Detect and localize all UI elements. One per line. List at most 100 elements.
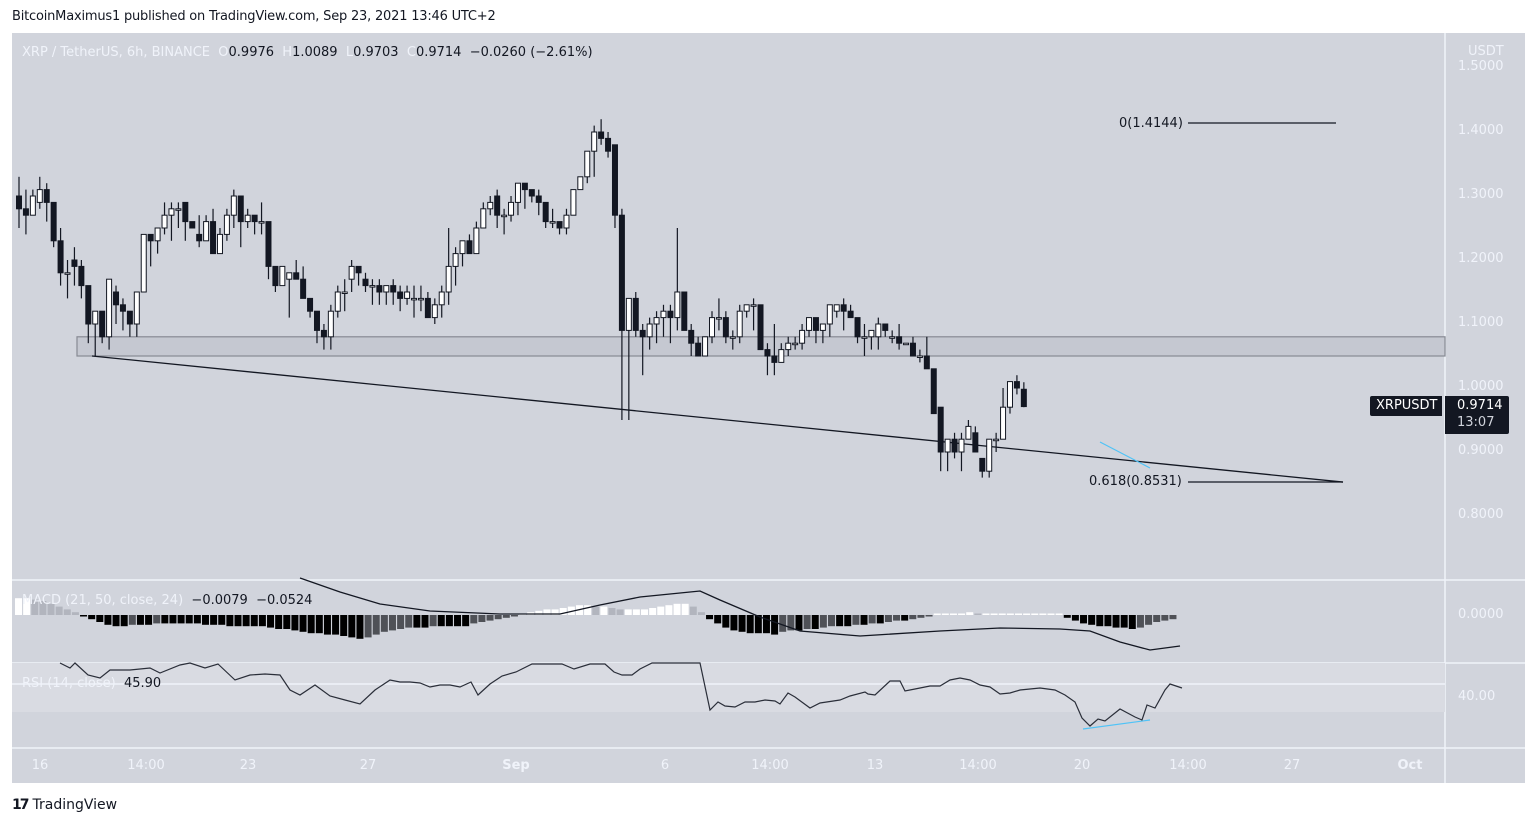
candle-down [119, 304, 126, 312]
candle-down [265, 221, 272, 267]
candle-up [501, 214, 508, 218]
time-tick: 16 [31, 758, 49, 773]
candle-down [293, 272, 300, 280]
macd-histogram-bar [258, 615, 266, 627]
candle-up [563, 214, 570, 229]
candle-up [404, 291, 411, 299]
macd-histogram-bar [291, 615, 299, 631]
candle-down [951, 438, 958, 453]
macd-histogram-bar [250, 615, 258, 627]
candle-up [743, 304, 750, 312]
macd-histogram-bar [673, 603, 681, 615]
last-price-badge: 0.9714 13:07 [1445, 396, 1509, 434]
macd-histogram-bar [332, 615, 340, 635]
macd-histogram-bar [1161, 615, 1169, 621]
candle-up [452, 253, 459, 267]
candle-down [681, 291, 688, 331]
macd-histogram-bar [15, 598, 22, 615]
candle-down [854, 317, 861, 338]
candle-up [958, 438, 965, 453]
macd-histogram-bar [982, 613, 990, 615]
last-price-symbol-badge: XRPUSDT [1370, 396, 1442, 416]
price-tick: 0.8000 [1458, 507, 1504, 522]
candle-down [972, 432, 979, 453]
macd-histogram-bar [836, 615, 844, 627]
macd-histogram-bar [315, 615, 323, 634]
macd-histogram-bar [112, 615, 120, 627]
candle-up [660, 310, 667, 319]
candle-down [937, 406, 944, 453]
macd-histogram-bar [283, 615, 291, 629]
macd-histogram-bar [600, 606, 608, 615]
macd-histogram-bar [397, 615, 405, 629]
candle-down [466, 240, 473, 255]
macd-histogram-bar [494, 615, 502, 620]
candle-down [99, 310, 106, 338]
macd-label: MACD (21, 50, close, 24) [22, 593, 184, 608]
macd-histogram-bar [299, 615, 307, 632]
candle-up [175, 208, 182, 211]
candle-up [806, 317, 813, 331]
macd-histogram-bar [697, 612, 705, 615]
price-tick: 1.0000 [1458, 379, 1504, 394]
macd-axis-tick: 0.0000 [1458, 607, 1504, 622]
candle-down [979, 457, 986, 472]
high-value: 1.0089 [292, 45, 338, 60]
candle-down [320, 329, 327, 338]
rsi-legend[interactable]: RSI (14, close) 45.90 [22, 676, 161, 691]
macd-histogram-bar [811, 615, 819, 629]
candle-down [639, 329, 646, 338]
time-tick: 6 [660, 758, 670, 773]
candle-up [625, 297, 632, 331]
macd-histogram-bar [1096, 615, 1104, 627]
time-tick: Sep [502, 758, 530, 773]
symbol-name[interactable]: XRP / TetherUS, 6h, BINANCE [22, 45, 211, 60]
candle-down [757, 304, 764, 351]
tradingview-logo[interactable]: 17 TradingView [12, 797, 117, 813]
candle-down [840, 304, 847, 312]
macd-legend[interactable]: MACD (21, 50, close, 24) −0.0079 −0.0524 [22, 593, 312, 608]
macd-histogram-bar [1047, 613, 1055, 615]
macd-histogram-bar [218, 615, 226, 625]
candle-up [348, 265, 355, 280]
candle-down [251, 214, 258, 223]
candle-up [168, 208, 175, 216]
candle-down [618, 214, 625, 331]
price-divergence-line [1099, 441, 1151, 469]
candle-up [785, 342, 792, 351]
macd-histogram-bar [649, 608, 657, 615]
candle-up [508, 201, 515, 216]
macd-histogram-bar [1063, 615, 1071, 618]
macd-histogram-bar [535, 610, 543, 615]
candle-down [362, 278, 369, 287]
macd-histogram-bar [966, 612, 974, 615]
candle-up [674, 291, 681, 319]
candle-up [965, 425, 972, 440]
macd-histogram-bar [1136, 615, 1144, 628]
candle-up [383, 285, 390, 293]
macd-histogram-bar [470, 615, 478, 624]
macd-histogram-bar [998, 613, 1006, 615]
macd-histogram-bar [1071, 615, 1079, 621]
publish-info: BitcoinMaximus1 published on TradingView… [12, 9, 496, 24]
macd-histogram-bar [161, 615, 169, 624]
rsi-divergence-line [1082, 719, 1151, 730]
price-tick: 1.3000 [1458, 187, 1504, 202]
candle-down [50, 201, 57, 242]
macd-histogram-bar [437, 615, 445, 627]
macd-histogram-bar [738, 615, 746, 632]
candle-down [528, 189, 535, 197]
macd-histogram-bar [405, 615, 413, 628]
candle-up [36, 189, 43, 203]
macd-histogram-bar [714, 615, 722, 624]
candle-down [182, 201, 189, 223]
macd-histogram-bar [88, 615, 96, 620]
candle-up [417, 297, 424, 301]
candle-up [549, 221, 556, 224]
macd-histogram-bar [128, 615, 136, 625]
rsi-line [59, 662, 1183, 727]
candle-down [424, 297, 431, 319]
macd-histogram-bar [307, 615, 315, 634]
candle-up [459, 240, 466, 255]
